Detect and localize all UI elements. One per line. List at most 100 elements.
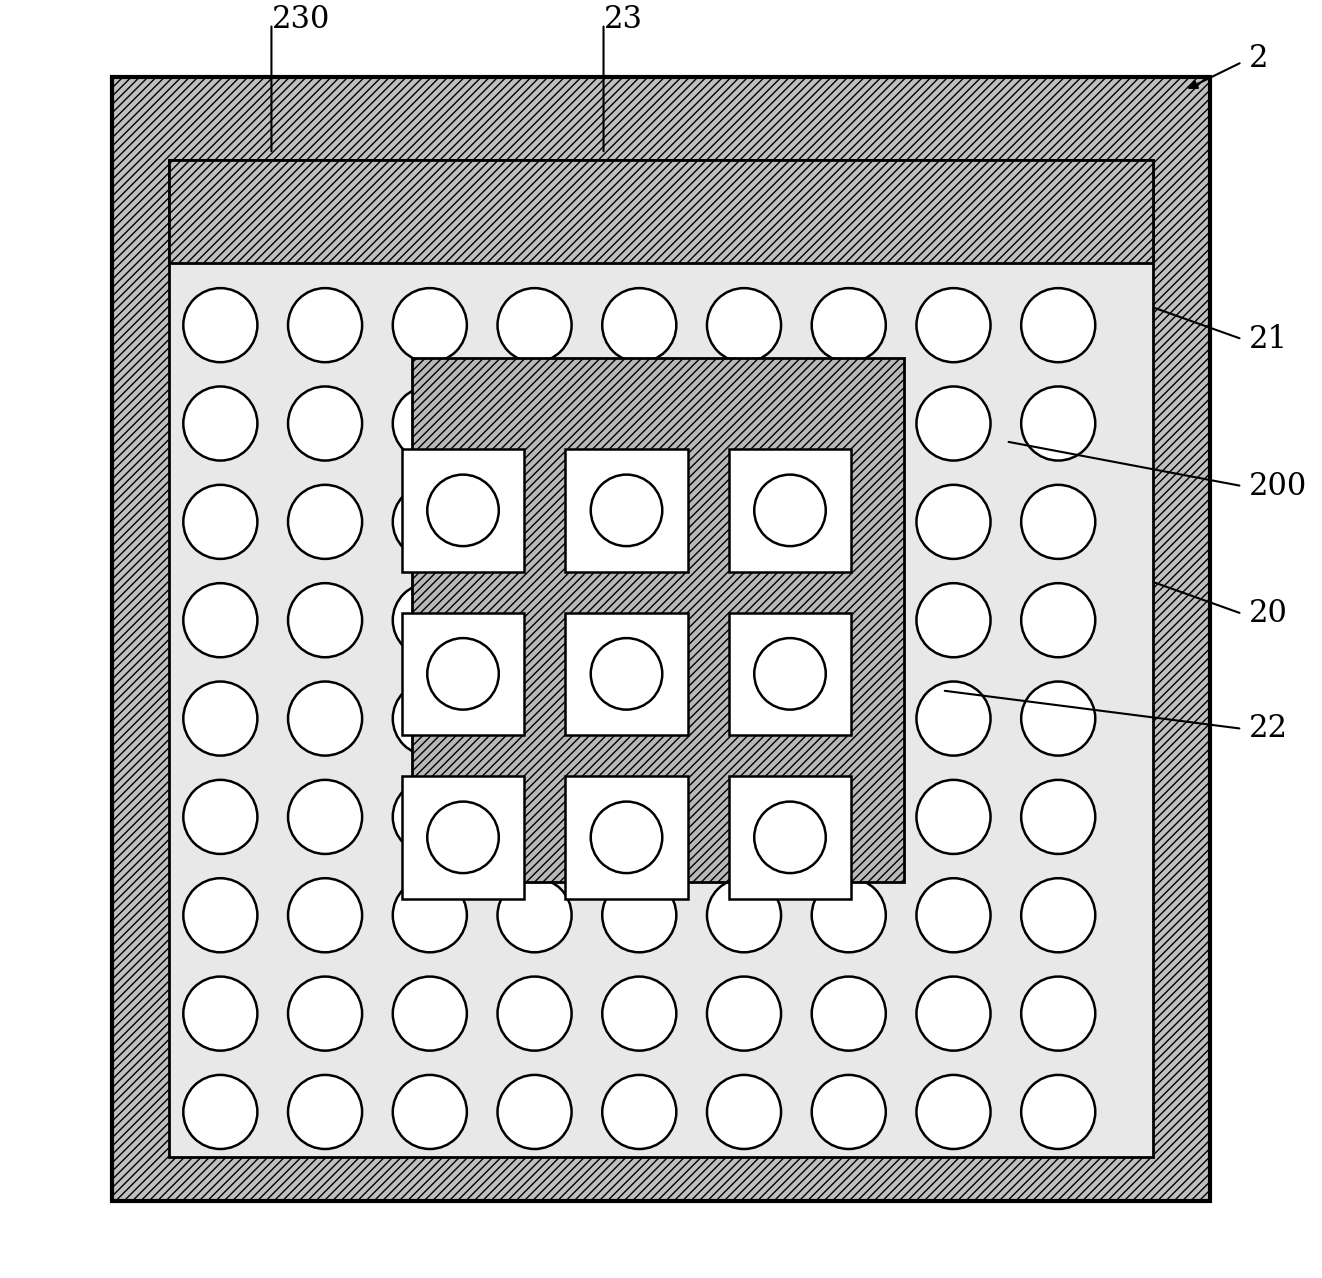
Circle shape	[393, 976, 467, 1051]
Circle shape	[393, 878, 467, 952]
Circle shape	[603, 681, 677, 755]
Circle shape	[393, 780, 467, 854]
Circle shape	[591, 474, 662, 546]
Circle shape	[603, 386, 677, 460]
Text: 22: 22	[1248, 713, 1288, 744]
Circle shape	[393, 386, 467, 460]
Bar	[566, 612, 687, 735]
Circle shape	[916, 386, 990, 460]
Circle shape	[707, 1075, 781, 1149]
Circle shape	[603, 288, 677, 362]
Circle shape	[1021, 681, 1095, 755]
Circle shape	[591, 638, 662, 709]
Text: 21: 21	[1248, 323, 1288, 355]
Circle shape	[393, 1075, 467, 1149]
Bar	[566, 449, 687, 571]
Circle shape	[427, 801, 498, 873]
Text: 23: 23	[604, 4, 642, 36]
Circle shape	[497, 780, 571, 854]
Circle shape	[916, 1075, 990, 1149]
Circle shape	[288, 976, 362, 1051]
Circle shape	[184, 386, 258, 460]
Text: 2: 2	[1248, 42, 1268, 74]
Circle shape	[812, 1075, 886, 1149]
Circle shape	[812, 976, 886, 1051]
Circle shape	[603, 780, 677, 854]
Circle shape	[1021, 386, 1095, 460]
Circle shape	[497, 1075, 571, 1149]
Circle shape	[603, 1075, 677, 1149]
Bar	[728, 612, 851, 735]
Circle shape	[812, 484, 886, 558]
Circle shape	[1021, 976, 1095, 1051]
Circle shape	[755, 474, 826, 546]
Circle shape	[393, 583, 467, 657]
Circle shape	[184, 583, 258, 657]
Circle shape	[288, 288, 362, 362]
Bar	[169, 161, 1153, 1157]
Circle shape	[812, 681, 886, 755]
Circle shape	[497, 288, 571, 362]
Circle shape	[1021, 484, 1095, 558]
Circle shape	[288, 583, 362, 657]
Circle shape	[184, 288, 258, 362]
Bar	[728, 776, 851, 898]
Circle shape	[497, 681, 571, 755]
Circle shape	[288, 780, 362, 854]
Bar	[112, 78, 1210, 1201]
Circle shape	[288, 1075, 362, 1149]
Text: 20: 20	[1248, 598, 1288, 629]
Circle shape	[591, 801, 662, 873]
Circle shape	[184, 484, 258, 558]
Circle shape	[707, 484, 781, 558]
Circle shape	[393, 288, 467, 362]
Circle shape	[288, 878, 362, 952]
Circle shape	[812, 583, 886, 657]
Circle shape	[288, 484, 362, 558]
Circle shape	[916, 583, 990, 657]
Circle shape	[916, 976, 990, 1051]
Circle shape	[288, 386, 362, 460]
Circle shape	[707, 386, 781, 460]
Circle shape	[497, 583, 571, 657]
Circle shape	[497, 878, 571, 952]
Bar	[412, 358, 904, 882]
Circle shape	[184, 681, 258, 755]
Circle shape	[288, 681, 362, 755]
Circle shape	[1021, 583, 1095, 657]
Circle shape	[812, 386, 886, 460]
Circle shape	[916, 484, 990, 558]
Circle shape	[916, 288, 990, 362]
Circle shape	[497, 976, 571, 1051]
Circle shape	[707, 878, 781, 952]
Circle shape	[427, 474, 498, 546]
Circle shape	[755, 638, 826, 709]
Circle shape	[755, 801, 826, 873]
Circle shape	[497, 484, 571, 558]
Circle shape	[184, 878, 258, 952]
Circle shape	[707, 288, 781, 362]
Circle shape	[916, 681, 990, 755]
Circle shape	[603, 878, 677, 952]
Text: 230: 230	[271, 4, 329, 36]
Circle shape	[916, 878, 990, 952]
Circle shape	[393, 681, 467, 755]
Bar	[402, 776, 525, 898]
Circle shape	[603, 976, 677, 1051]
Bar	[402, 449, 525, 571]
Circle shape	[1021, 288, 1095, 362]
Circle shape	[393, 484, 467, 558]
Bar	[169, 161, 1153, 262]
Circle shape	[184, 1075, 258, 1149]
Circle shape	[707, 681, 781, 755]
Circle shape	[707, 780, 781, 854]
Bar	[728, 449, 851, 571]
Circle shape	[1021, 1075, 1095, 1149]
Circle shape	[603, 484, 677, 558]
Circle shape	[427, 638, 498, 709]
Bar	[402, 612, 525, 735]
Circle shape	[812, 878, 886, 952]
Circle shape	[184, 976, 258, 1051]
Circle shape	[812, 288, 886, 362]
Circle shape	[812, 780, 886, 854]
